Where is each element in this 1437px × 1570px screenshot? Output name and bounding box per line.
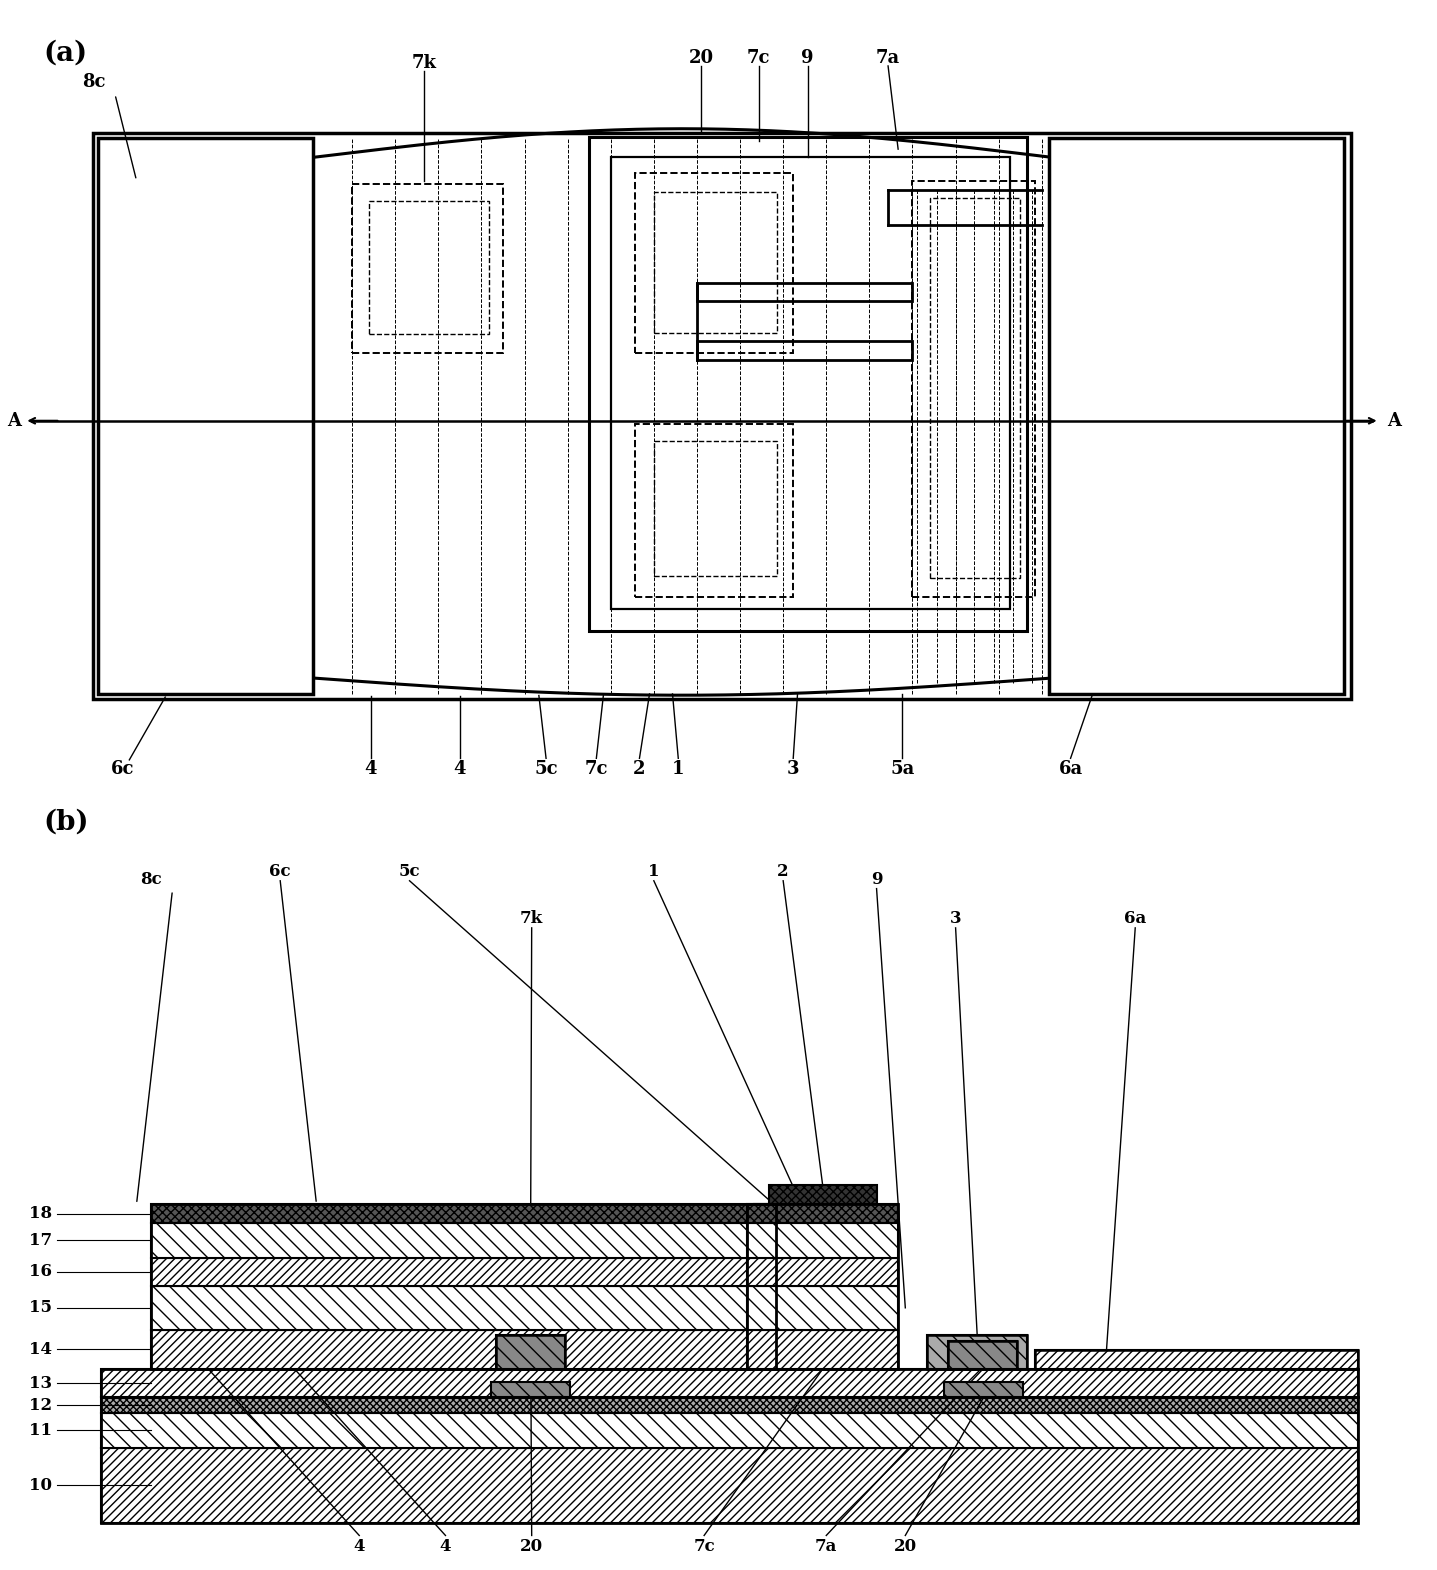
Text: 5c: 5c xyxy=(535,760,558,779)
Bar xyxy=(589,137,1027,631)
Text: 7k: 7k xyxy=(520,911,543,926)
Bar xyxy=(654,441,777,576)
Bar xyxy=(369,201,489,334)
Bar xyxy=(151,1223,776,1258)
Bar xyxy=(747,1286,898,1330)
Bar xyxy=(491,1382,570,1397)
Text: 2: 2 xyxy=(634,760,645,779)
Bar xyxy=(101,1369,1358,1397)
Text: 1: 1 xyxy=(673,760,684,779)
Text: 20: 20 xyxy=(688,49,714,68)
Bar xyxy=(151,1258,776,1286)
Bar xyxy=(635,424,793,597)
Text: 16: 16 xyxy=(29,1264,52,1280)
Bar xyxy=(747,1258,898,1286)
Bar xyxy=(151,1204,776,1369)
Text: 7c: 7c xyxy=(585,760,608,779)
Bar xyxy=(654,192,777,333)
Text: 10: 10 xyxy=(29,1477,52,1493)
Bar xyxy=(747,1204,898,1369)
Bar xyxy=(930,198,1020,578)
Text: 6a: 6a xyxy=(1059,760,1082,779)
Bar xyxy=(151,1204,776,1223)
Bar xyxy=(101,1397,1358,1523)
Bar xyxy=(352,184,503,353)
Bar xyxy=(769,1185,877,1204)
Text: 6c: 6c xyxy=(111,760,134,779)
Bar xyxy=(611,157,1010,609)
Bar xyxy=(151,1286,776,1330)
Bar xyxy=(754,1204,786,1369)
Bar xyxy=(496,1334,565,1369)
Bar xyxy=(101,1413,1358,1448)
Text: 1: 1 xyxy=(648,864,660,879)
Text: A: A xyxy=(1387,411,1401,430)
Bar xyxy=(1035,1350,1358,1369)
Bar xyxy=(93,133,1351,699)
Bar xyxy=(697,341,912,360)
Bar xyxy=(151,1330,776,1369)
Text: 6c: 6c xyxy=(269,864,292,879)
Bar xyxy=(101,1369,1358,1397)
Text: 4: 4 xyxy=(354,1539,365,1554)
Text: 9: 9 xyxy=(802,49,813,68)
Bar xyxy=(101,1448,1358,1523)
Bar xyxy=(927,1334,1027,1369)
Text: 5c: 5c xyxy=(398,864,421,879)
Text: (b): (b) xyxy=(43,809,89,835)
Text: 4: 4 xyxy=(365,760,376,779)
Bar xyxy=(944,1382,1023,1397)
Text: A: A xyxy=(7,411,22,430)
Text: 3: 3 xyxy=(787,760,799,779)
Bar xyxy=(1049,138,1344,694)
Text: 14: 14 xyxy=(29,1341,52,1358)
Text: 20: 20 xyxy=(520,1539,543,1554)
Text: 7a: 7a xyxy=(877,49,900,68)
Text: 13: 13 xyxy=(29,1375,52,1391)
Bar xyxy=(101,1397,1358,1413)
Text: 4: 4 xyxy=(440,1539,451,1554)
Bar xyxy=(496,1334,565,1369)
Text: 15: 15 xyxy=(29,1300,52,1316)
Bar xyxy=(98,138,313,694)
Text: 18: 18 xyxy=(29,1206,52,1221)
Text: 9: 9 xyxy=(871,871,882,887)
Text: 7a: 7a xyxy=(815,1539,838,1554)
Bar xyxy=(747,1223,898,1258)
Text: 7k: 7k xyxy=(411,53,437,72)
Bar xyxy=(747,1204,898,1223)
Text: 5a: 5a xyxy=(891,760,914,779)
Bar xyxy=(948,1341,1017,1369)
Text: 12: 12 xyxy=(29,1397,52,1413)
Bar xyxy=(1035,1350,1358,1369)
Text: 2: 2 xyxy=(777,864,789,879)
Text: 4: 4 xyxy=(454,760,466,779)
Bar xyxy=(747,1330,898,1369)
Text: 11: 11 xyxy=(29,1422,52,1438)
Text: 17: 17 xyxy=(29,1232,52,1248)
Text: 6a: 6a xyxy=(1124,911,1147,926)
Text: 8c: 8c xyxy=(82,72,105,91)
Text: 8c: 8c xyxy=(139,871,162,887)
Text: (a): (a) xyxy=(43,39,88,66)
Bar xyxy=(927,1334,1027,1369)
Text: 7c: 7c xyxy=(747,49,770,68)
Text: 7c: 7c xyxy=(693,1539,716,1554)
Text: 3: 3 xyxy=(950,911,961,926)
Bar xyxy=(912,181,1035,597)
Bar xyxy=(697,283,912,301)
Bar xyxy=(635,173,793,353)
Bar xyxy=(948,1341,1017,1369)
Text: 20: 20 xyxy=(894,1539,917,1554)
